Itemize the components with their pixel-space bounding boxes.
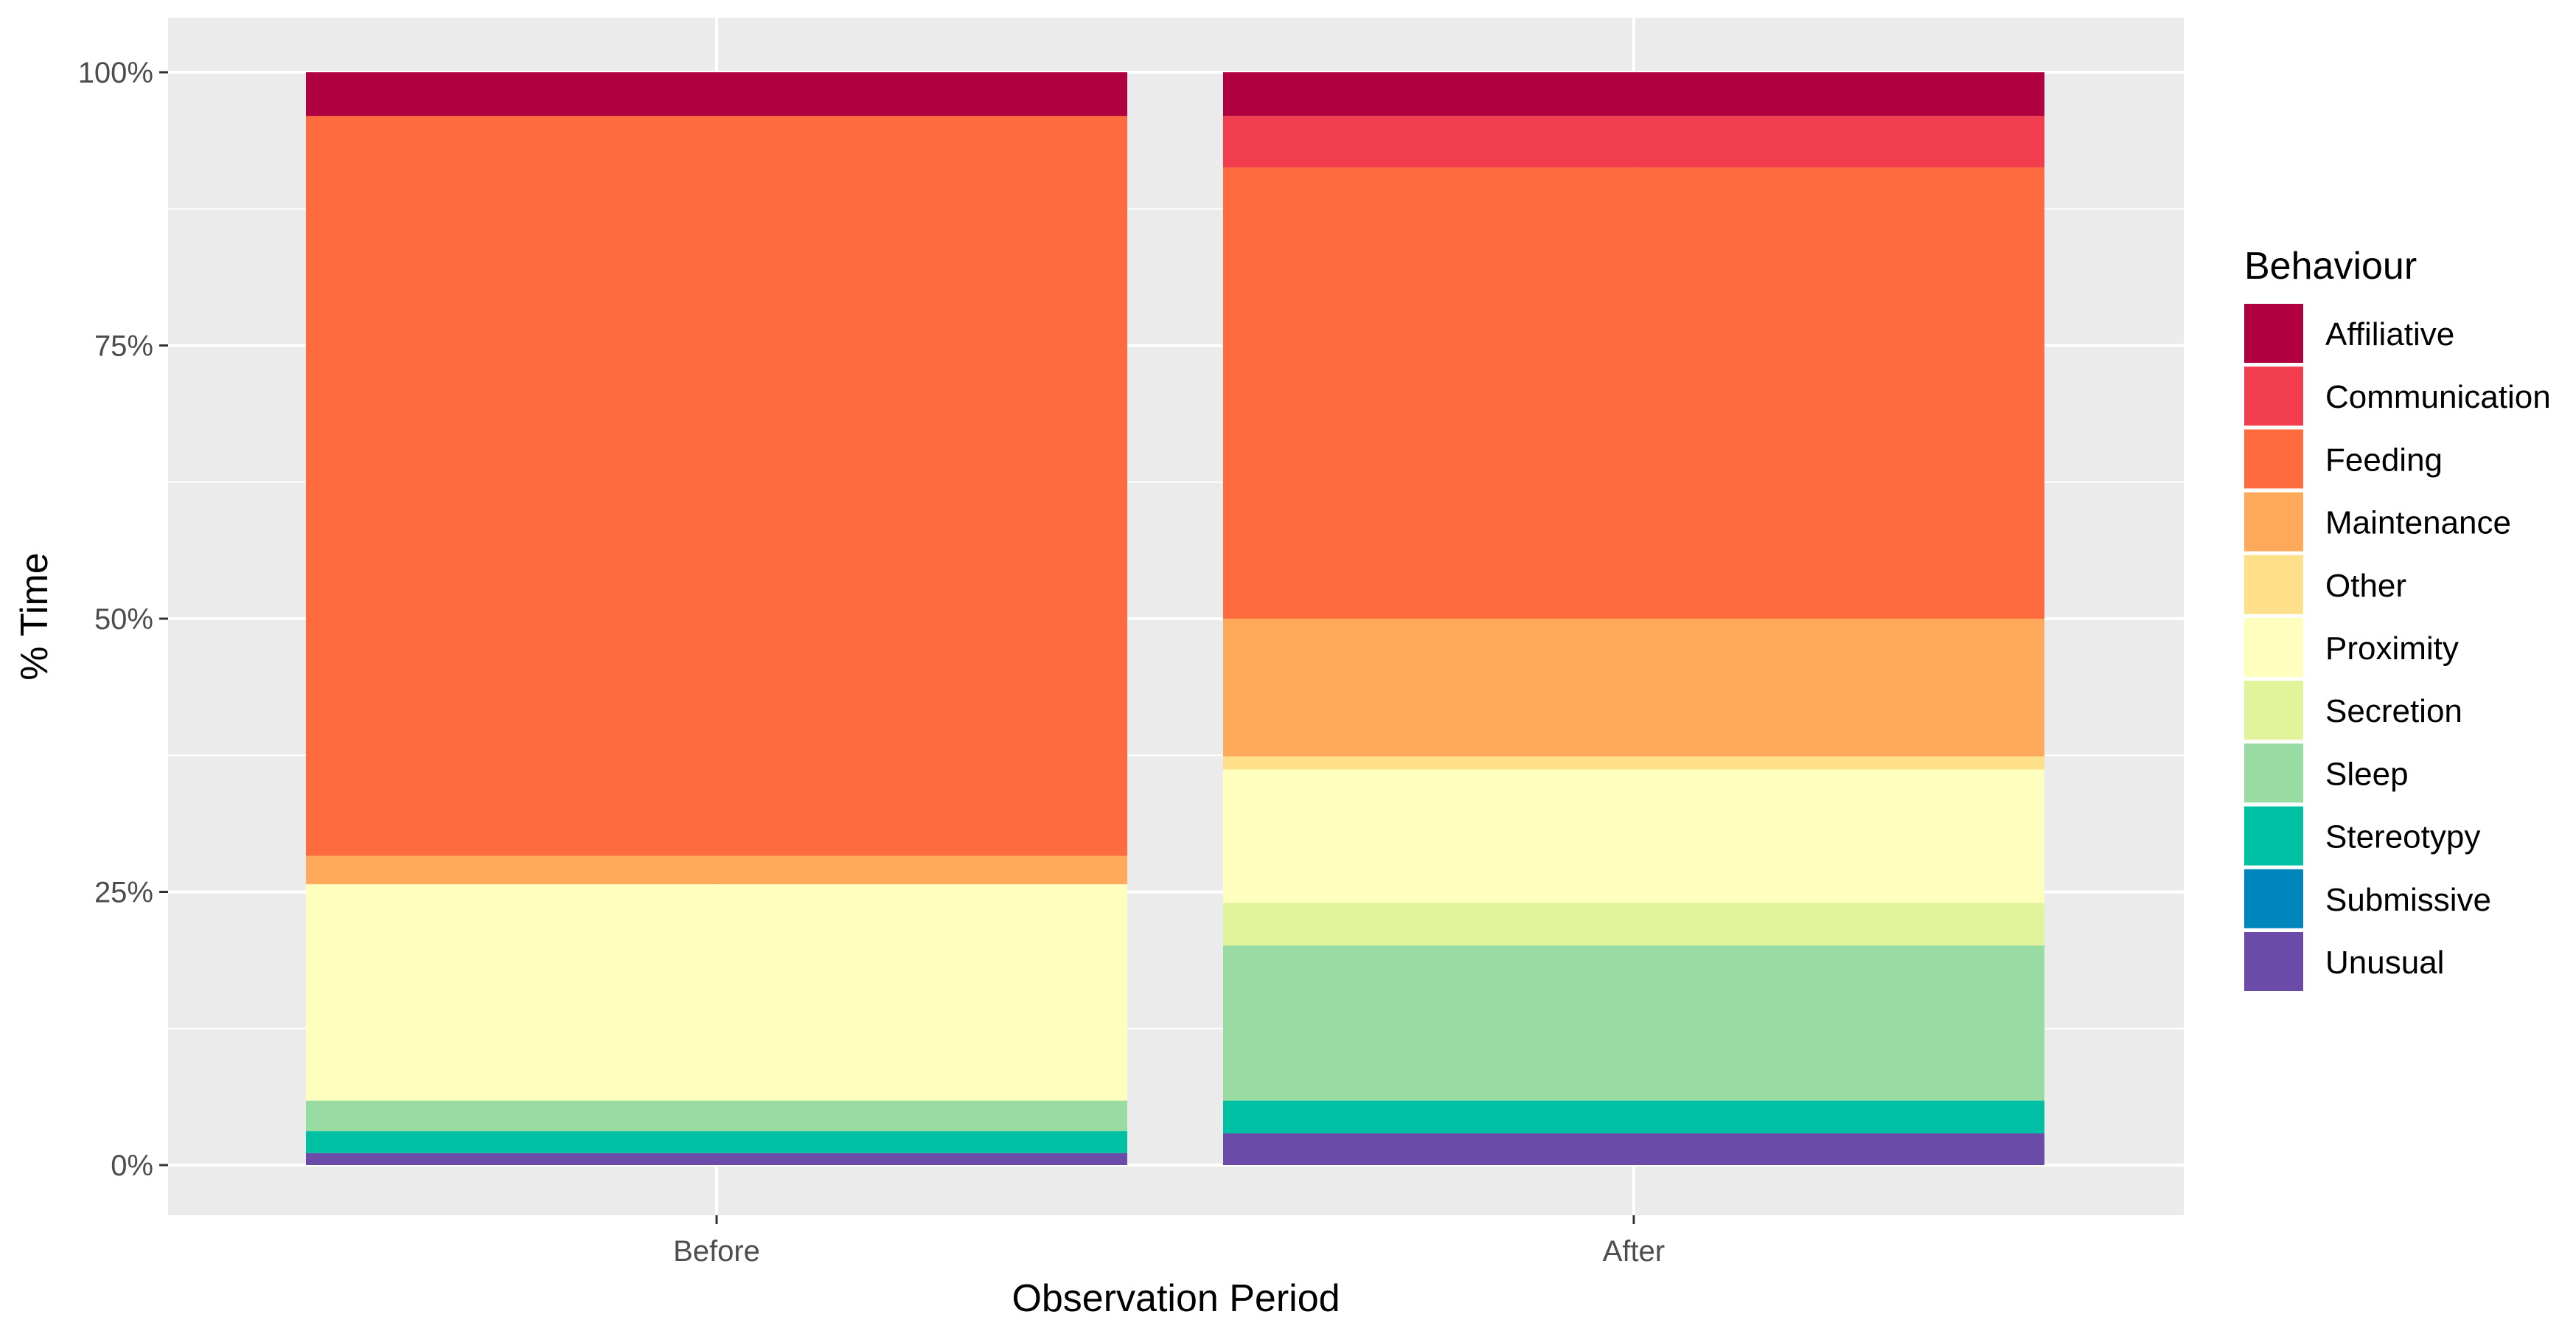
y-tick-label: 75% — [94, 330, 153, 363]
y-tick-label: 100% — [78, 57, 153, 89]
legend-label: Unusual — [2325, 945, 2444, 981]
legend-label: Submissive — [2325, 882, 2491, 918]
legend-swatch — [2244, 304, 2303, 363]
bar-segment-proximity-before — [306, 884, 1127, 1101]
bar-segment-feeding-before — [306, 116, 1127, 856]
bar-segment-unusual-before — [306, 1153, 1127, 1165]
bars — [306, 72, 2044, 1165]
legend-swatch — [2244, 492, 2303, 552]
legend-item-secretion: Secretion — [2244, 681, 2462, 740]
bar-segment-stereotypy-before — [306, 1131, 1127, 1153]
y-axis: 0% 25% 50% 75% 100% — [78, 57, 168, 1182]
bar-segment-feeding-after — [1223, 167, 2044, 619]
legend-item-sleep: Sleep — [2244, 743, 2409, 803]
legend-title: Behaviour — [2244, 245, 2417, 288]
bar-segment-unusual-after — [1223, 1133, 2044, 1165]
x-axis-title: Observation Period — [1012, 1277, 1340, 1320]
bar-segment-affiliative-after — [1223, 72, 2044, 117]
legend-swatch — [2244, 555, 2303, 614]
bar-segment-secretion-after — [1223, 903, 2044, 946]
y-axis-title: % Time — [13, 552, 56, 680]
legend-swatch — [2244, 681, 2303, 740]
legend-item-communication: Communication — [2244, 366, 2551, 426]
legend-label: Affiliative — [2325, 316, 2454, 352]
bar-segment-affiliative-before — [306, 72, 1127, 117]
legend-item-submissive: Submissive — [2244, 869, 2491, 928]
bar-segment-sleep-before — [306, 1100, 1127, 1132]
legend-swatch — [2244, 869, 2303, 928]
legend-label: Communication — [2325, 379, 2551, 415]
legend-item-unusual: Unusual — [2244, 932, 2444, 991]
bar-segment-maintenance-after — [1223, 619, 2044, 757]
legend-item-other: Other — [2244, 555, 2406, 614]
x-axis: Before After — [673, 1215, 1665, 1268]
x-tick-label: After — [1603, 1235, 1665, 1268]
legend-item-stereotypy: Stereotypy — [2244, 806, 2480, 866]
bar-segment-stereotypy-after — [1223, 1100, 2044, 1134]
legend-label: Sleep — [2325, 756, 2409, 792]
legend-item-affiliative: Affiliative — [2244, 304, 2454, 363]
legend-swatch — [2244, 429, 2303, 489]
bar-segment-communication-after — [1223, 116, 2044, 167]
bar-segment-other-after — [1223, 756, 2044, 770]
legend-label: Feeding — [2325, 442, 2443, 478]
bar-stack-after — [1223, 72, 2044, 1165]
legend-swatch — [2244, 618, 2303, 677]
legend-swatch — [2244, 366, 2303, 426]
legend: Behaviour Affiliative Communication Feedin… — [2244, 245, 2551, 991]
legend-label: Secretion — [2325, 693, 2462, 729]
x-tick-label: Before — [673, 1235, 760, 1268]
legend-label: Stereotypy — [2325, 819, 2480, 855]
legend-label: Proximity — [2325, 630, 2459, 667]
legend-item-feeding: Feeding — [2244, 429, 2443, 489]
legend-swatch — [2244, 932, 2303, 991]
legend-label: Maintenance — [2325, 505, 2511, 541]
bar-segment-proximity-after — [1223, 769, 2044, 903]
y-tick-label: 0% — [111, 1150, 153, 1182]
legend-item-proximity: Proximity — [2244, 618, 2459, 677]
bar-segment-maintenance-before — [306, 855, 1127, 885]
y-tick-label: 25% — [94, 877, 153, 909]
legend-swatch — [2244, 743, 2303, 803]
legend-item-maintenance: Maintenance — [2244, 492, 2511, 552]
y-tick-label: 50% — [94, 603, 153, 636]
bar-stack-before — [306, 72, 1127, 1165]
legend-swatch — [2244, 806, 2303, 866]
bar-segment-sleep-after — [1223, 945, 2044, 1101]
legend-label: Other — [2325, 568, 2406, 604]
